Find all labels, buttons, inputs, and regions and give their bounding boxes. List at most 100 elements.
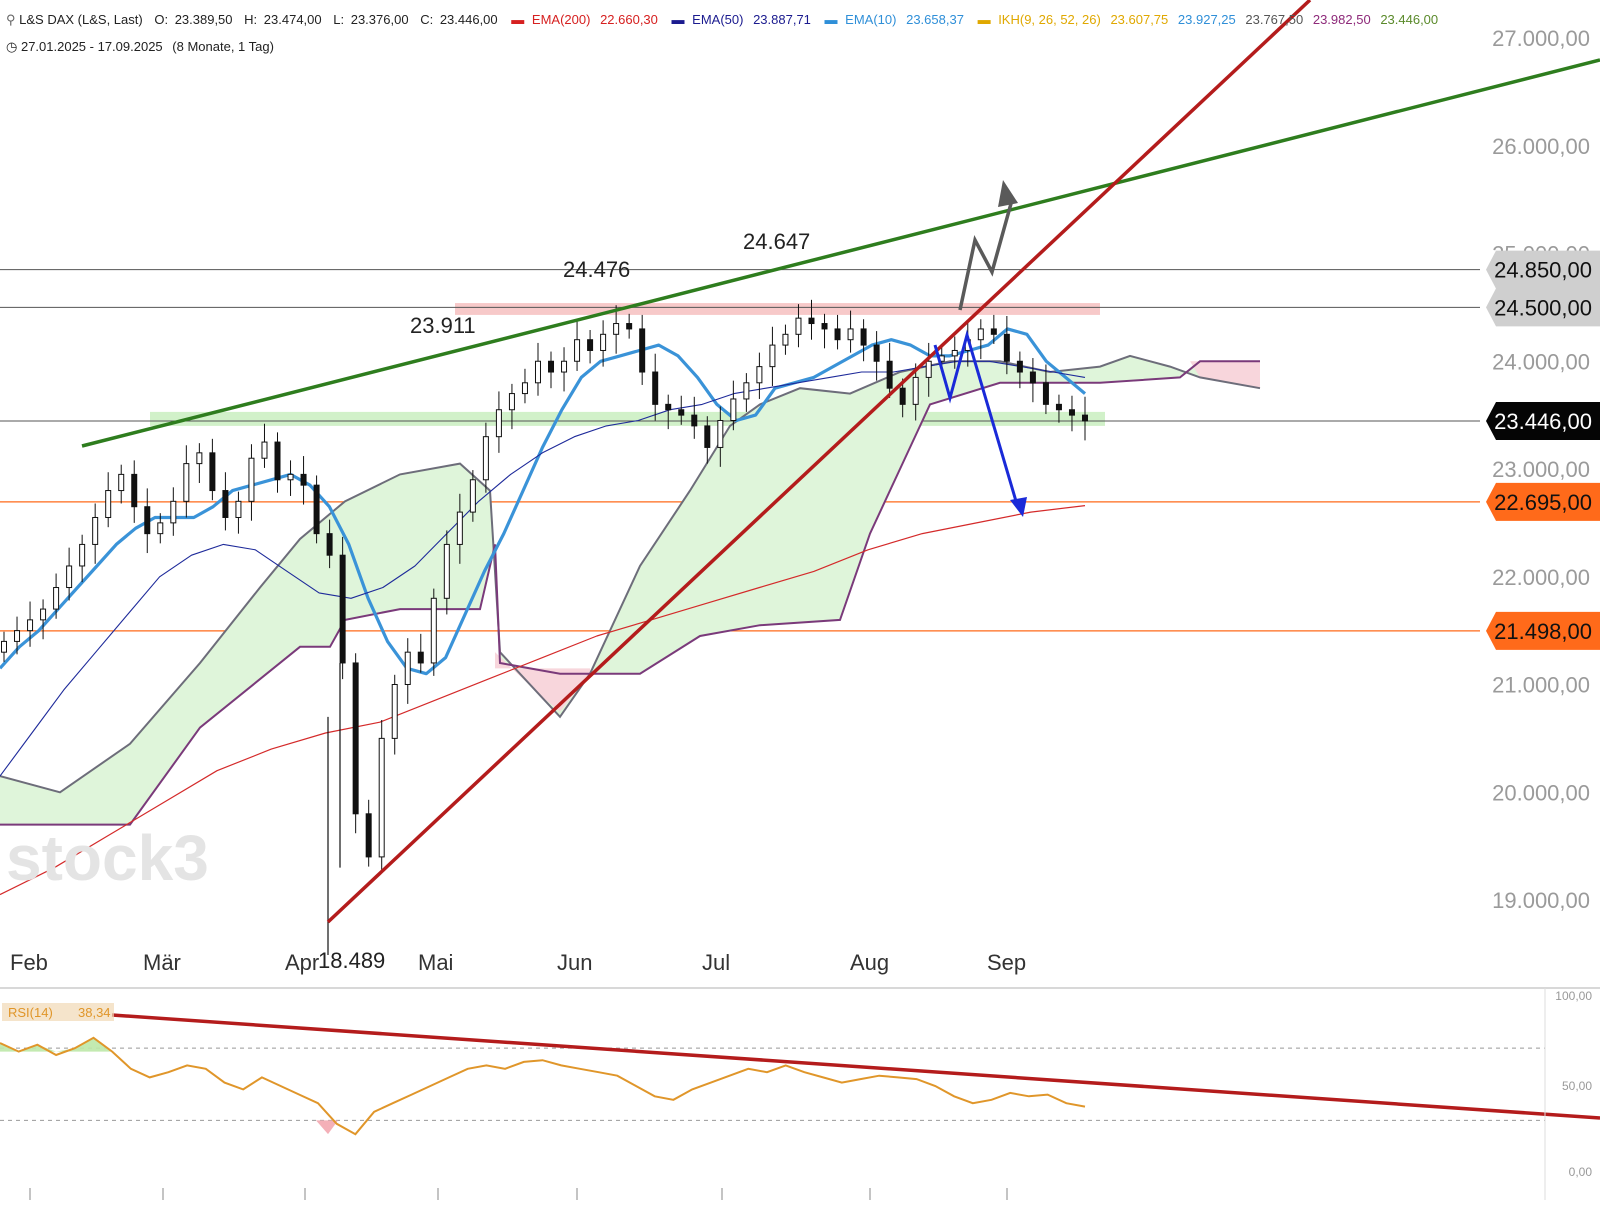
cloud-fill bbox=[0, 355, 1260, 825]
price-label-text: 24.850,00 bbox=[1494, 258, 1592, 283]
x-tick-label: Jun bbox=[557, 950, 592, 975]
candle-body bbox=[430, 597, 437, 664]
candle bbox=[1082, 396, 1088, 441]
x-tick-label: Jul bbox=[702, 950, 730, 975]
date-range-detail: (8 Monate, 1 Tag) bbox=[172, 39, 274, 54]
candle bbox=[756, 352, 763, 399]
candle-body bbox=[443, 543, 450, 599]
candle-body bbox=[1082, 414, 1088, 422]
candle bbox=[430, 588, 437, 676]
y-tick-label: 26.000,00 bbox=[1492, 134, 1590, 159]
candle bbox=[209, 438, 216, 501]
candle bbox=[417, 633, 424, 673]
candle-body bbox=[300, 473, 307, 486]
price-label-24500: 24.500,00 bbox=[1486, 288, 1600, 327]
cloud-bear-patch-2 bbox=[1190, 361, 1260, 389]
candle bbox=[834, 314, 841, 350]
candle-body bbox=[261, 441, 268, 459]
candle bbox=[626, 313, 633, 339]
candle bbox=[456, 493, 463, 564]
candle-body bbox=[912, 376, 919, 405]
candle bbox=[378, 720, 385, 870]
zone-support bbox=[150, 411, 1105, 426]
y-tick-label: 21.000,00 bbox=[1492, 673, 1590, 698]
candle bbox=[977, 319, 984, 360]
candle-body bbox=[14, 630, 21, 642]
date-range: 27.01.2025 - 17.09.2025 bbox=[21, 39, 163, 54]
candle-body bbox=[808, 317, 815, 325]
candle-body bbox=[79, 543, 86, 567]
candle bbox=[183, 445, 190, 518]
candle bbox=[990, 314, 997, 345]
x-tick-label: Mai bbox=[418, 950, 453, 975]
candle bbox=[118, 464, 125, 504]
candle-body bbox=[1003, 333, 1010, 362]
candle-body bbox=[977, 328, 984, 341]
price-label-bg bbox=[1486, 482, 1600, 521]
annotation-24.476: 24.476 bbox=[563, 257, 630, 282]
scenario-down-arrow bbox=[933, 329, 1020, 509]
candle-body bbox=[508, 393, 515, 411]
candle bbox=[235, 491, 242, 534]
candle-body bbox=[847, 328, 854, 341]
candle-body bbox=[600, 333, 607, 351]
l-label: L: bbox=[333, 12, 344, 27]
candle bbox=[1042, 364, 1049, 415]
candle-body bbox=[704, 425, 711, 448]
rsi-y-tick: 100,00 bbox=[1555, 989, 1592, 1003]
candle-body bbox=[678, 409, 685, 416]
candle bbox=[79, 534, 86, 583]
candle-body bbox=[1029, 371, 1036, 384]
candle bbox=[404, 638, 411, 704]
candle bbox=[365, 799, 372, 867]
l-value: 23.376,00 bbox=[351, 12, 409, 27]
rsi-y-tick: 0,00 bbox=[1569, 1165, 1593, 1179]
candle bbox=[1029, 358, 1036, 403]
candle-body bbox=[730, 398, 737, 422]
candle-body bbox=[834, 328, 841, 341]
candle-body bbox=[873, 344, 880, 362]
candle-body bbox=[183, 463, 190, 502]
candle-body bbox=[235, 500, 242, 518]
price-label-23446: 23.446,00 bbox=[1486, 401, 1600, 440]
candle-body bbox=[40, 608, 47, 621]
candle bbox=[1068, 395, 1075, 432]
o-label: O: bbox=[154, 12, 168, 27]
candle-body bbox=[561, 360, 568, 373]
candle bbox=[613, 305, 620, 354]
candle-body bbox=[626, 323, 633, 330]
candle bbox=[652, 353, 659, 421]
candle-body bbox=[756, 366, 763, 384]
candle-body bbox=[352, 662, 359, 815]
candles-layer bbox=[1, 299, 1088, 956]
watermark: stock3 bbox=[6, 822, 209, 894]
series-ema50 bbox=[0, 360, 1086, 777]
candle bbox=[665, 394, 672, 430]
price-label-text: 24.500,00 bbox=[1494, 295, 1592, 320]
price-label-bg bbox=[1486, 288, 1600, 327]
candle-body bbox=[717, 420, 724, 448]
candle-body bbox=[782, 333, 789, 346]
ikh-marker: ▬ bbox=[978, 12, 991, 27]
price-label-bg bbox=[1486, 401, 1600, 440]
annotation-23.911: 23.911 bbox=[410, 313, 476, 338]
candle bbox=[326, 519, 333, 569]
candle bbox=[743, 373, 750, 412]
candle-body bbox=[118, 473, 125, 492]
y-tick-label: 22.000,00 bbox=[1492, 565, 1590, 590]
candle-body bbox=[105, 490, 112, 518]
y-tick-label: 20.000,00 bbox=[1492, 780, 1590, 805]
candle-body bbox=[469, 479, 476, 513]
chart-type-icon: ⚲ bbox=[6, 12, 19, 27]
candle-body bbox=[53, 587, 60, 610]
price-label-21498: 21.498,00 bbox=[1486, 611, 1600, 650]
candle bbox=[899, 378, 906, 418]
o-value: 23.389,50 bbox=[175, 12, 233, 27]
candle bbox=[600, 320, 607, 367]
candle bbox=[339, 536, 346, 680]
candle-body bbox=[209, 452, 216, 492]
ema200-name: EMA(200) bbox=[532, 12, 591, 27]
candle bbox=[92, 503, 99, 564]
